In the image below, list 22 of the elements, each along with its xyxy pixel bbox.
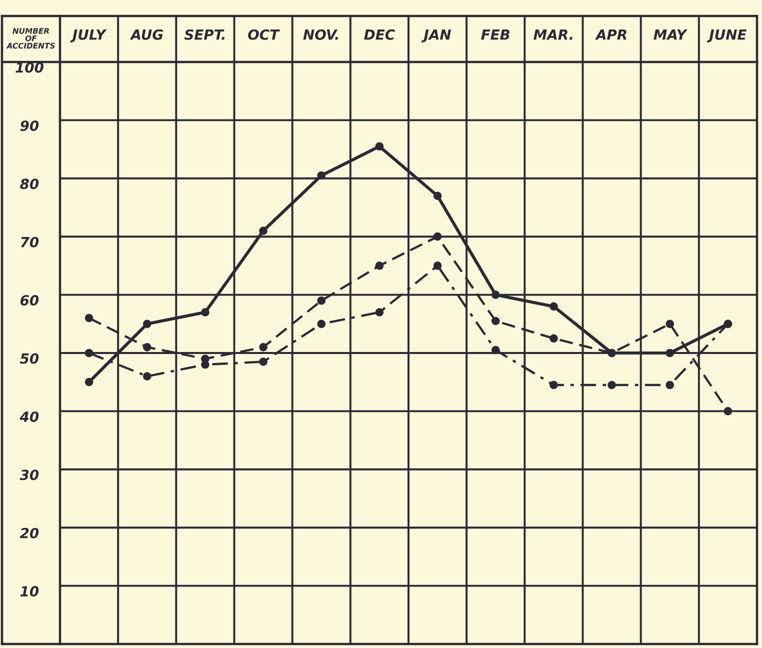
- x-tick-label: APR: [595, 30, 626, 40]
- y-tick-label: 90: [20, 120, 39, 131]
- x-tick-label: AUG: [130, 29, 163, 40]
- y-tick-label: 30: [20, 470, 39, 480]
- x-tick-label: JUNE: [706, 30, 747, 42]
- x-tick-label: DEC: [364, 29, 395, 40]
- x-tick-label: JULY: [70, 30, 107, 42]
- x-tick-label: FEB: [481, 30, 510, 40]
- x-tick-label: MAY: [654, 30, 688, 40]
- x-tick-label: NOV.: [303, 29, 338, 40]
- y-tick-label: 70: [20, 236, 39, 248]
- y-tick-label: 40: [20, 411, 39, 422]
- x-tick-label: JAN: [421, 30, 452, 42]
- y-tick-label: 10: [20, 586, 39, 597]
- y-tick-label: 20: [20, 528, 39, 538]
- y-tick-label: 100: [16, 62, 44, 73]
- x-tick-label: MAR.: [534, 30, 572, 40]
- y-tick-label: 60: [20, 295, 39, 306]
- x-tick-label: SEPT.: [184, 29, 225, 40]
- x-tick-label: OCT: [248, 29, 280, 40]
- y-tick-label: 50: [20, 353, 39, 364]
- y-tick-label: 80: [20, 178, 39, 190]
